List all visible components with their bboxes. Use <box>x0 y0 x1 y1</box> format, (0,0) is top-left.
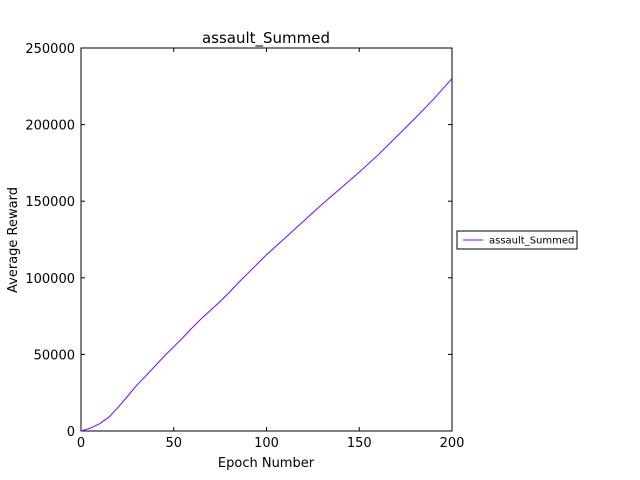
y-tick-label: 0 <box>67 425 75 440</box>
plot-frame <box>80 47 453 432</box>
plot-area <box>80 47 453 432</box>
y-tick-label: 250000 <box>25 42 75 57</box>
x-tick-label: 100 <box>254 436 279 451</box>
text-layer: assault_Summed Epoch Number Average Rewa… <box>6 29 330 471</box>
series-layer <box>80 78 453 432</box>
x-tick-label: 200 <box>440 436 465 451</box>
legend-label: assault_Summed <box>489 236 574 247</box>
x-axis-label: Epoch Number <box>218 456 315 471</box>
y-axis-label: Average Reward <box>6 187 21 293</box>
chart-title: assault_Summed <box>202 29 330 48</box>
y-tick-label: 150000 <box>25 195 75 210</box>
series-line-assault-summed <box>80 78 453 432</box>
y-tick-label: 100000 <box>25 272 75 287</box>
y-tick-label: 50000 <box>34 348 75 363</box>
legend: assault_Summed <box>456 230 578 250</box>
x-tick-label: 0 <box>77 436 85 451</box>
legend-box <box>456 230 578 250</box>
x-tick-label: 50 <box>165 436 182 451</box>
x-tick-label: 150 <box>347 436 372 451</box>
y-tick-label: 200000 <box>25 119 75 134</box>
axis-ticks: 0 50 100 150 200 0 50000 100000 150000 200000 2500… <box>25 42 464 451</box>
